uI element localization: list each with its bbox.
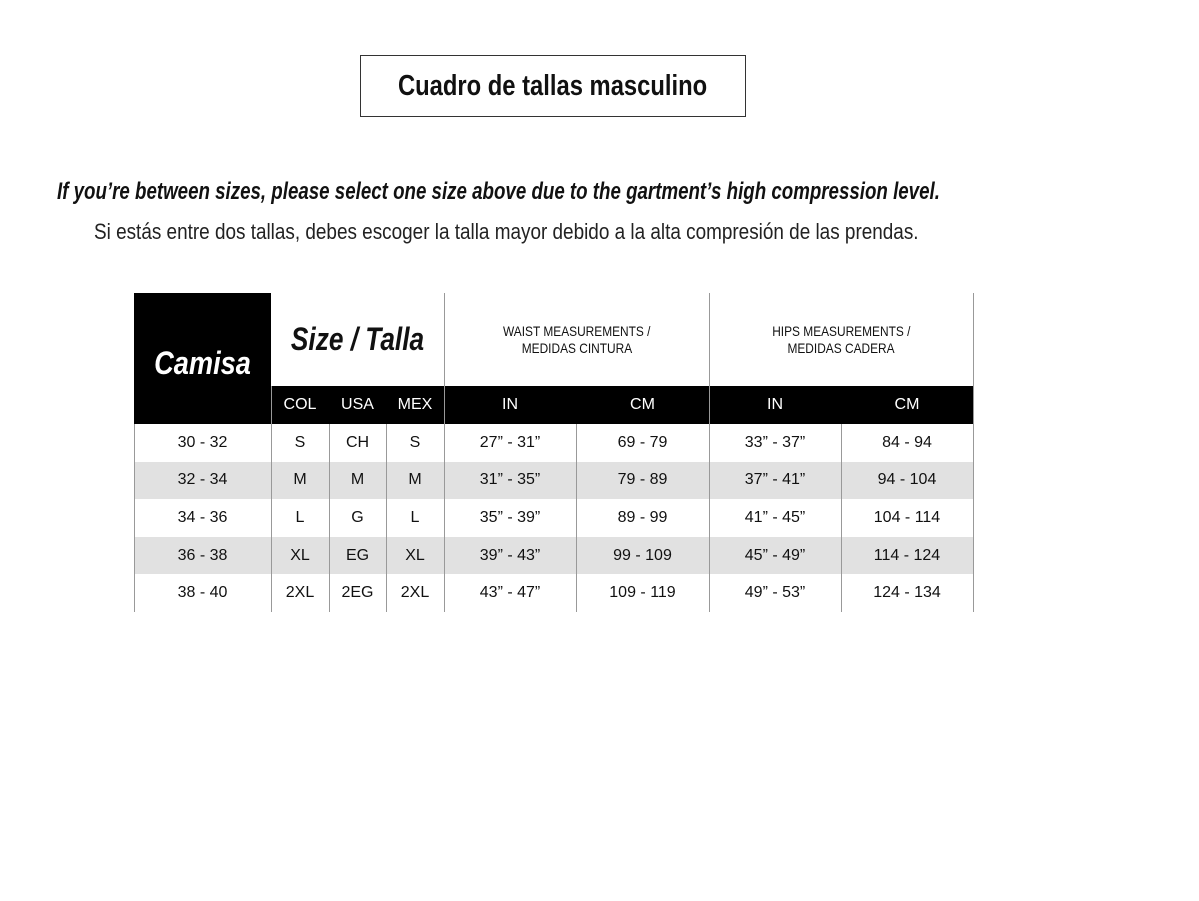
table-cell: 2EG <box>341 584 374 602</box>
column-divider <box>972 293 974 612</box>
table-cell: 84 - 94 <box>882 433 932 451</box>
table-cell: 43” - 47” <box>479 584 541 602</box>
table-cell: 32 - 34 <box>177 471 228 489</box>
sub-header: USA <box>341 396 374 413</box>
column-divider <box>328 424 330 612</box>
table-cell: G <box>351 508 364 526</box>
hips-header: HIPS MEASUREMENTS / MEDIDAS CADERA <box>709 293 974 386</box>
table-cell: 45” - 49” <box>744 546 806 564</box>
table-cell: XL <box>405 546 425 564</box>
subheader-bar <box>134 386 973 424</box>
table-cell: L <box>410 508 420 526</box>
table-cell: 124 - 134 <box>873 584 941 602</box>
column-divider <box>575 424 577 612</box>
table-cell: L <box>295 508 305 526</box>
table-cell: 99 - 109 <box>613 546 672 564</box>
table-cell: 39” - 43” <box>479 546 541 564</box>
table-cell: XL <box>290 546 310 564</box>
sub-header: IN <box>767 396 783 413</box>
table-cell: CH <box>345 433 370 451</box>
row-stripe <box>134 536 973 575</box>
table-cell: 37” - 41” <box>744 471 806 489</box>
column-divider <box>443 293 445 612</box>
column-divider <box>385 424 387 612</box>
table-cell: M <box>408 471 422 489</box>
column-divider <box>708 293 710 612</box>
table-cell: 49” - 53” <box>744 584 806 602</box>
sub-header: COL <box>283 396 317 413</box>
hips-header-line: MEDIDAS CADERA <box>787 339 896 356</box>
sub-header: CM <box>630 396 655 413</box>
waist-header-line: MEDIDAS CINTURA <box>521 339 632 356</box>
table-cell: 30 - 32 <box>177 433 228 451</box>
table-cell: 31” - 35” <box>479 471 541 489</box>
table-cell: 33” - 37” <box>744 433 806 451</box>
table-cell: 109 - 119 <box>609 584 676 602</box>
note-es: Si estás entre dos tallas, debes escoger… <box>94 219 919 244</box>
column-divider <box>133 424 135 612</box>
title: Cuadro de tallas masculino <box>398 69 708 102</box>
table-cell: S <box>409 433 421 451</box>
table-cell: 2XL <box>400 584 430 602</box>
camisa-header: Camisa <box>154 344 251 381</box>
column-divider <box>270 386 272 612</box>
hips-header-line: HIPS MEASUREMENTS / <box>772 322 911 339</box>
table-cell: 79 - 89 <box>617 471 668 489</box>
title-box: Cuadro de tallas masculino <box>360 55 746 117</box>
note-en: If you’re between sizes, please select o… <box>57 178 940 205</box>
column-divider <box>840 424 842 612</box>
table-cell: 94 - 104 <box>877 471 937 489</box>
table-cell: 35” - 39” <box>479 508 541 526</box>
table-cell: M <box>293 471 307 489</box>
table-cell: 38 - 40 <box>177 584 228 602</box>
table-cell: 69 - 79 <box>617 433 668 451</box>
table-cell: 104 - 114 <box>873 508 941 526</box>
sub-header: MEX <box>397 396 433 413</box>
table-cell: 114 - 124 <box>873 546 941 564</box>
waist-header: WAIST MEASUREMENTS / MEDIDAS CINTURA <box>444 293 709 386</box>
table-cell: S <box>294 433 306 451</box>
waist-header-line: WAIST MEASUREMENTS / <box>502 322 651 339</box>
table-cell: M <box>350 471 365 489</box>
sub-header: CM <box>894 396 920 413</box>
table-cell: 41” - 45” <box>744 508 806 526</box>
table-cell: 34 - 36 <box>177 508 228 526</box>
table-cell: EG <box>345 546 370 564</box>
sub-header: IN <box>502 396 518 413</box>
table-cell: 2XL <box>285 584 315 602</box>
table-cell: 89 - 99 <box>617 508 668 526</box>
row-stripe <box>134 461 973 500</box>
size-header: Size / Talla <box>290 321 425 357</box>
table-cell: 27” - 31” <box>479 433 541 451</box>
table-cell: 36 - 38 <box>177 546 228 564</box>
